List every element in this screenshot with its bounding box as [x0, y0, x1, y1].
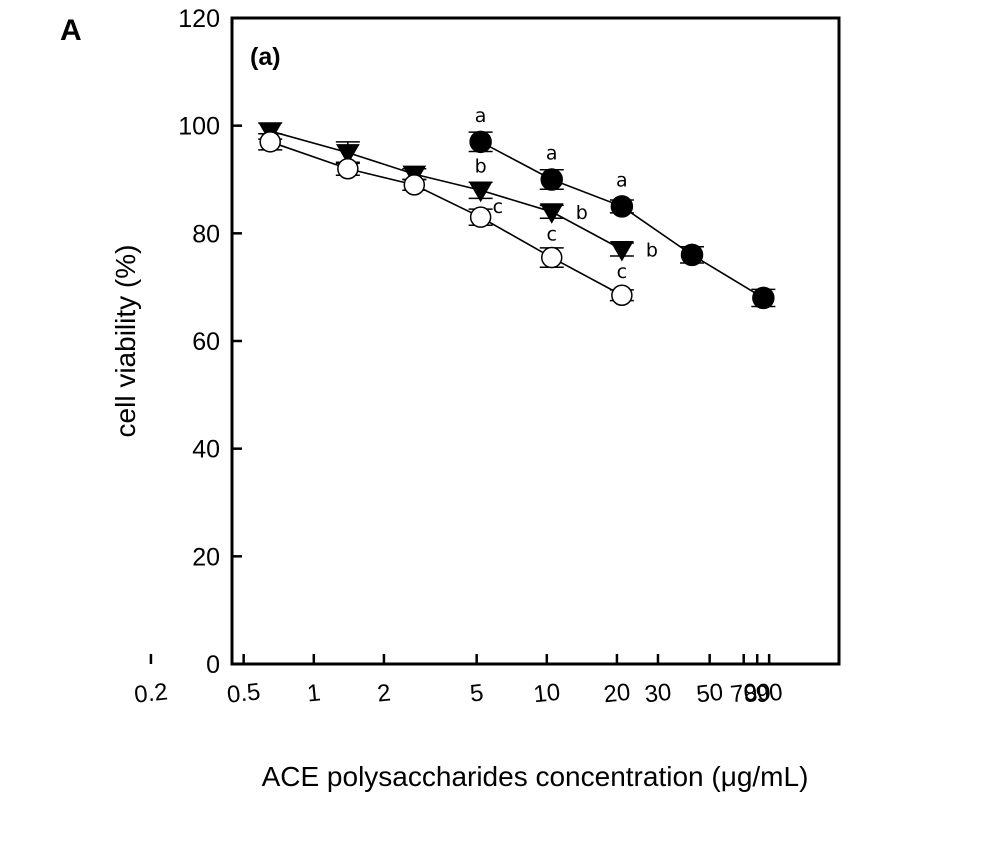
data-point — [610, 195, 634, 218]
significance-label: c — [493, 196, 503, 218]
x-tick-label: 70 — [729, 679, 758, 709]
plot-frame — [230, 16, 841, 666]
y-tick-label: 20 — [192, 543, 220, 571]
y-axis-label: cell viability (%) — [110, 245, 141, 438]
significance-label: c — [547, 224, 557, 246]
data-point — [469, 206, 492, 228]
x-tick-label: 2 — [376, 679, 392, 707]
series-0: a a a — [468, 105, 776, 310]
data-point — [610, 240, 634, 262]
significance-label: a — [475, 105, 487, 127]
panel-letter: A — [60, 14, 82, 47]
x-tick-label: 1 — [306, 679, 322, 707]
data-point — [259, 131, 281, 153]
significance-label: b — [475, 155, 487, 177]
significance-label: b — [646, 239, 658, 261]
x-tick-label: 20 — [602, 679, 631, 709]
series-line — [269, 130, 623, 251]
data-point — [403, 174, 426, 196]
significance-label: a — [616, 169, 628, 191]
x-tick-label: 30 — [643, 679, 672, 709]
x-tick-label: 0.2 — [133, 678, 169, 708]
data-point — [335, 144, 360, 165]
series-2: c c c — [258, 131, 634, 306]
x-tick-label: 80 — [743, 679, 772, 709]
y-tick-label: 60 — [192, 328, 220, 356]
data-point — [752, 286, 775, 310]
data-point — [469, 130, 492, 154]
data-point — [539, 203, 564, 224]
data-point — [611, 284, 633, 306]
panel-tag: (a) — [250, 43, 281, 71]
significance-label: b — [576, 202, 588, 224]
x-tick-label: 10 — [532, 679, 561, 709]
y-axis-ticks: 0 20 40 60 80 100 120 — [178, 5, 242, 679]
series-line — [269, 141, 623, 296]
y-tick-label: 120 — [178, 5, 220, 33]
y-tick-label: 40 — [192, 436, 220, 464]
significance-label: c — [617, 261, 627, 283]
y-tick-label: 100 — [178, 113, 220, 141]
series-1: b b b — [258, 122, 658, 262]
x-tick-label: 5 — [469, 679, 485, 707]
data-point — [337, 157, 359, 180]
data-point — [540, 168, 563, 191]
x-tick-label: 0.5 — [226, 678, 262, 708]
data-point — [540, 246, 563, 269]
y-tick-label: 0 — [206, 651, 220, 679]
y-tick-label: 80 — [192, 220, 220, 248]
x-tick-label: 50 — [695, 679, 724, 709]
significance-label: a — [546, 143, 558, 165]
data-point — [468, 181, 493, 203]
x-tick-label: 90 — [755, 679, 784, 709]
x-axis-label: ACE polysaccharides concentration (μg/mL… — [262, 761, 809, 792]
data-point — [680, 243, 704, 267]
